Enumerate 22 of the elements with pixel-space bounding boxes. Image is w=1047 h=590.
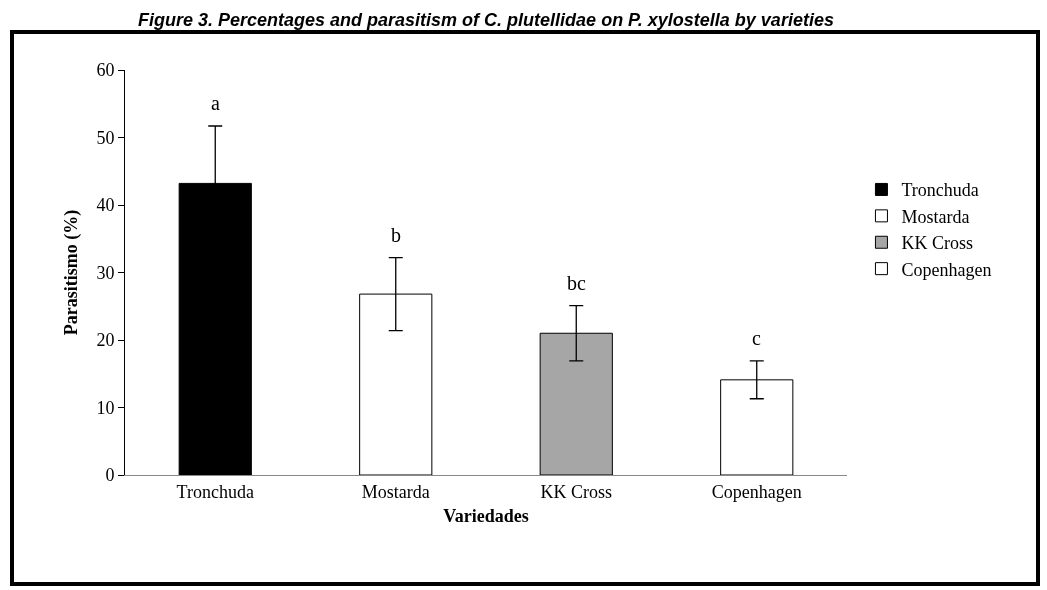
x-tick-label: KK Cross	[540, 481, 613, 502]
y-tick-label: 60	[96, 60, 115, 81]
x-axis-title: Variedades	[443, 505, 529, 526]
legend-label: Copenhagen	[901, 259, 992, 280]
annotation: a	[211, 92, 220, 114]
annotation: b	[391, 224, 401, 246]
legend-label: Tronchuda	[901, 180, 979, 201]
y-tick-label: 10	[96, 397, 115, 418]
chart-title: Figure 3. Percentages and parasitism of C. plutellidae on P. xylostella by varieties	[138, 10, 834, 30]
y-tick-label: 50	[96, 127, 115, 148]
y-tick-label: 20	[96, 330, 115, 351]
x-tick-label: Mostarda	[361, 481, 430, 502]
y-tick-label: 0	[105, 465, 115, 486]
y-axis-title: Parasitismo (%)	[60, 209, 82, 336]
x-tick-label: Copenhagen	[711, 481, 802, 502]
legend-label: KK Cross	[901, 233, 973, 254]
legend-label: Mostarda	[901, 206, 970, 227]
y-tick-label: 30	[96, 262, 115, 283]
annotation: bc	[567, 272, 586, 294]
annotation: c	[752, 327, 761, 349]
y-tick-label: 40	[96, 195, 115, 216]
x-tick-label: Tronchuda	[176, 481, 254, 502]
